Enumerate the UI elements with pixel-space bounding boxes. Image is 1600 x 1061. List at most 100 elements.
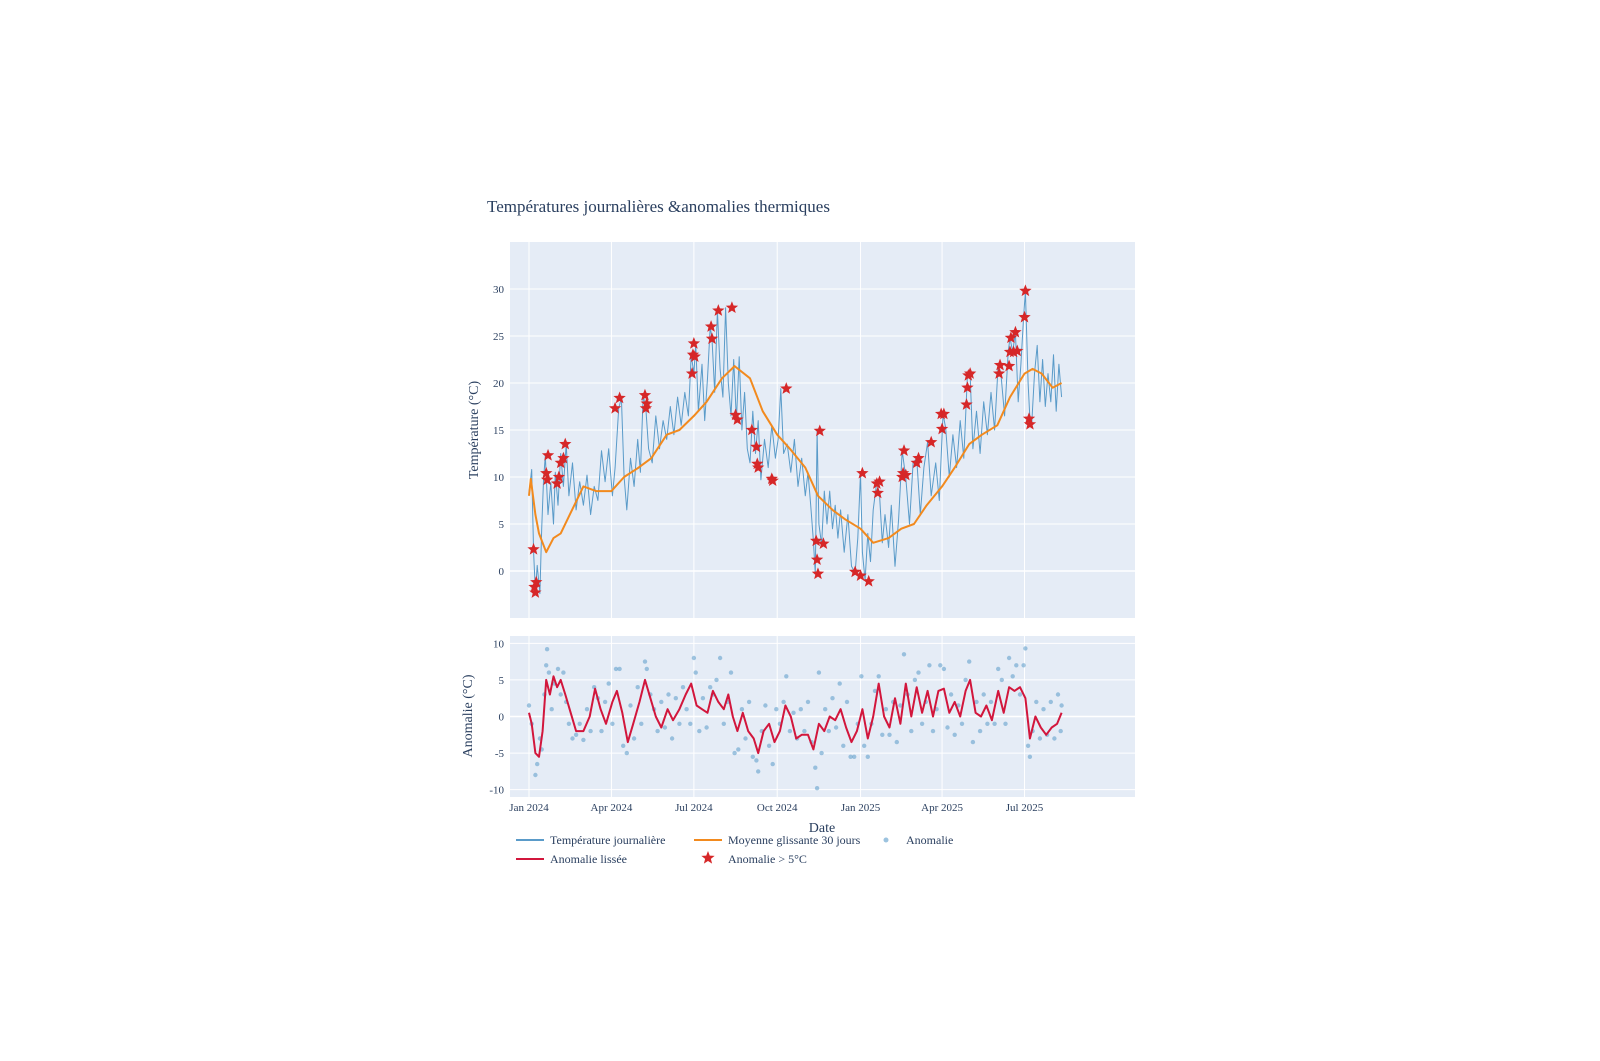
temp-series-2-star-marker (925, 435, 938, 448)
temp-series-2-star-marker (1011, 344, 1024, 357)
anom-series-0-point (544, 663, 549, 668)
anom-series-0-point (848, 754, 853, 759)
temp-series-2-star-marker (529, 586, 542, 598)
x-tick-label: Jul 2025 (1006, 802, 1044, 814)
temp-series-2-star-marker (810, 553, 824, 565)
temp-series-2-star-marker (937, 407, 951, 420)
anom-series-0-point (814, 786, 820, 791)
temp-series-2-star-marker (729, 408, 742, 421)
temp-y-tick-label: 10 (493, 472, 505, 484)
anom-series-0-point (1010, 674, 1015, 679)
temp-series-2-star-marker (766, 474, 779, 487)
anom-series-0-point (1021, 663, 1026, 668)
temp-series-2-star-marker (559, 437, 572, 450)
x-tick-label: Oct 2024 (757, 802, 798, 814)
anom-series-0-point (996, 666, 1001, 672)
temp-y-tick-label: 0 (499, 566, 505, 578)
anom-series-0-point (684, 707, 689, 712)
temp-series-2-star-marker (896, 466, 910, 479)
legend-item-temperature[interactable]: Température journalière (516, 833, 665, 847)
anom-series-0-point (1034, 699, 1039, 705)
anom-series-0-point (945, 725, 950, 730)
temp-series-2-star-marker (640, 397, 653, 409)
anom-series-0-point (837, 681, 842, 686)
temp-series-2-star-marker (712, 304, 725, 316)
anom-series-1-line (528, 675, 1063, 758)
anom-series-0-point (930, 728, 936, 734)
anom-series-0-point (774, 707, 779, 712)
legend: Température journalière Moyenne glissant… (516, 833, 953, 866)
anom-series-0-point (798, 707, 803, 712)
anom-series-0-point (865, 754, 870, 759)
anom-series-0-point (1017, 692, 1023, 697)
anom-series-0-point (573, 732, 579, 737)
anom-series-0-point (977, 728, 983, 734)
anom-series-0-point (566, 721, 572, 726)
anom-series-0-point (655, 728, 660, 734)
temp-y-tick-label: 15 (493, 425, 505, 437)
temp-series-2-star-marker (811, 567, 825, 580)
temp-series-2-star-marker (1009, 325, 1022, 338)
anom-series-0-point (602, 699, 608, 705)
legend-symbol-anomaly (883, 837, 889, 843)
anom-series-0-point (756, 769, 761, 774)
legend-item-smoothed-anomaly[interactable]: Anomalie lissée (516, 852, 627, 866)
temp-series-2-star-marker (613, 391, 626, 404)
anom-series-0-point (898, 703, 903, 708)
anom-series-0-point (754, 758, 759, 763)
anom-series-0-point (621, 743, 626, 748)
anom-series-0-point (577, 721, 582, 726)
temp-series-2-star-marker (608, 401, 622, 414)
anom-series-0-point (704, 725, 709, 730)
temp-series-2-star-marker (862, 574, 875, 587)
anom-series-0-point (852, 754, 857, 759)
temp-series-2-star-marker (1004, 331, 1018, 344)
anom-series-0-point (549, 707, 554, 712)
y-axis-title-temperature: Température (°C) (467, 381, 482, 480)
anom-series-0-point (787, 728, 793, 734)
anom-series-0-point (1055, 692, 1061, 697)
anom-series-0-point (659, 699, 664, 705)
temp-series-2-star-marker (809, 534, 823, 547)
anom-series-0-point (909, 728, 914, 734)
temp-series-2-star-marker (557, 451, 570, 464)
anom-series-0-point (959, 721, 965, 726)
temp-series-2-star-marker (871, 486, 884, 499)
temp-series-2-star-marker (527, 542, 540, 555)
anom-series-0-point (743, 736, 748, 741)
anom-series-0-point (1006, 655, 1012, 661)
anom-series-0-point (948, 692, 954, 697)
temp-y-tick-label: 20 (493, 378, 505, 390)
anom-series-0-point (941, 666, 947, 672)
anom-series-0-point (894, 739, 899, 745)
anom-series-0-point (985, 721, 990, 726)
anom-series-0-point (1027, 754, 1033, 759)
anom-series-0-point (887, 732, 892, 737)
temp-series-2-star-marker (897, 444, 911, 456)
temp-series-2-star-marker (705, 332, 719, 345)
temp-series-2-star-marker (873, 475, 886, 487)
anom-series-0-point (680, 685, 686, 690)
anom-series-0-point (662, 725, 668, 730)
anom-series-0-point (750, 754, 755, 759)
anom-y-tick-label: 10 (493, 638, 505, 650)
anom-series-0-point (791, 710, 796, 715)
grid-lines (510, 242, 1135, 797)
anom-series-0-point (677, 721, 682, 726)
x-tick-label: Jan 2024 (509, 802, 549, 814)
anom-series-0-point (802, 728, 807, 734)
legend-symbol-star (701, 851, 715, 864)
legend-item-moving-average[interactable]: Moyenne glissante 30 jours (694, 833, 861, 847)
anom-series-0-point (570, 736, 575, 741)
anom-series-0-point (561, 670, 566, 675)
temp-series-2-star-marker (541, 448, 555, 461)
anom-series-0-point (732, 750, 737, 756)
temp-series-2-star-marker (813, 424, 826, 437)
anom-series-0-point (916, 670, 921, 675)
legend-item-anomaly[interactable]: Anomalie (883, 833, 954, 847)
legend-item-anomaly-over-5[interactable]: Anomalie > 5°C (701, 851, 807, 866)
anom-y-tick-label: 5 (499, 675, 505, 687)
temp-series-2-star-marker (961, 381, 974, 393)
anom-series-0-point (581, 737, 586, 743)
